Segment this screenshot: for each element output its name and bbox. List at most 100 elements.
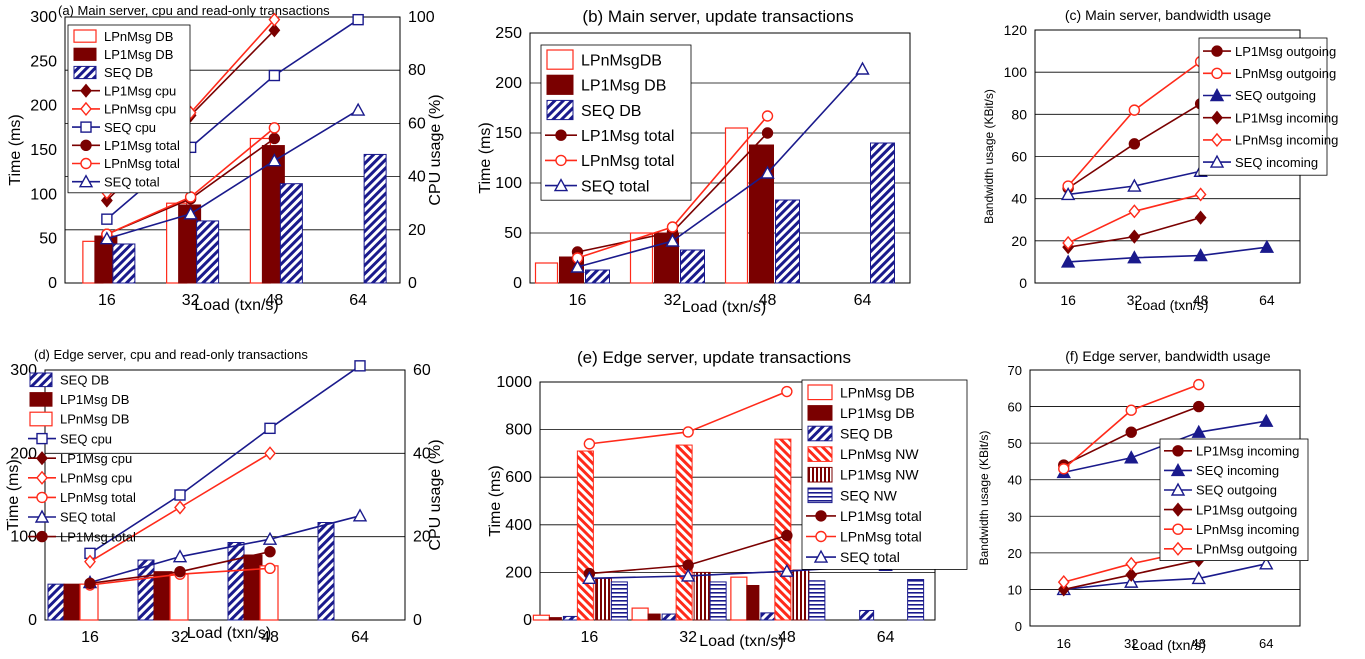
bar	[363, 153, 387, 284]
chart-panel-5: (e) Edge server, update transactions 0 200…	[487, 348, 968, 650]
x-tick-label: 32	[182, 292, 200, 309]
legend-swatch	[73, 29, 97, 43]
legend-label: LPnMsg total	[840, 529, 922, 545]
legend-marker	[1211, 110, 1223, 125]
data-point	[570, 259, 585, 273]
legend-swatch	[546, 49, 574, 70]
legend-marker	[36, 432, 48, 445]
legend-label: LPnMsg outgoing	[1235, 66, 1336, 81]
bar	[775, 199, 800, 284]
legend-swatch	[29, 372, 53, 388]
legend: LPnMsg DB LP1Msg DB SEQ DB LPnMsg NW LP1Msg …	[801, 379, 968, 570]
bar	[279, 183, 303, 284]
legend-label: LP1Msg DB	[60, 392, 129, 407]
legend-label: LP1Msg outgoing	[1235, 44, 1336, 59]
legend-label: SEQ DB	[581, 103, 641, 120]
bar	[680, 249, 705, 284]
legend-marker	[1209, 88, 1225, 102]
data-point	[99, 231, 115, 245]
data-point	[781, 385, 793, 398]
x-axis-label: Load (txn/s)	[699, 633, 783, 650]
bar	[749, 144, 774, 284]
legend-swatch	[807, 466, 833, 483]
legend-label: SEQ DB	[104, 65, 153, 80]
data-point	[680, 568, 696, 582]
legend-label: LP1Msg total	[581, 128, 674, 145]
x-tick-label: 16	[1057, 636, 1071, 651]
y-tick-label: 30	[1008, 509, 1022, 524]
legend-marker	[78, 174, 94, 188]
legend: LP1Msg outgoing LPnMsg outgoing SEQ outgoi…	[1198, 37, 1338, 176]
data-point	[174, 565, 186, 578]
legend-marker	[1170, 482, 1186, 496]
legend-label: LP1Msg total	[840, 508, 922, 524]
legend-label: LPnMsg total	[104, 156, 180, 171]
legend-marker	[80, 121, 92, 133]
bar	[169, 573, 189, 621]
legend-marker	[36, 470, 48, 485]
legend-swatch	[807, 384, 833, 401]
y-tick-label: 150	[30, 142, 57, 159]
y2-tick-label: 20	[413, 529, 431, 546]
legend-label: LP1Msg total	[104, 138, 180, 153]
y-tick-label: 0	[523, 612, 532, 629]
y-tick-label: 20	[1011, 233, 1027, 249]
bar	[532, 614, 550, 621]
y-tick-label: 40	[1008, 473, 1022, 488]
data-point	[174, 489, 186, 501]
data-point	[779, 563, 795, 577]
plot-frame	[529, 32, 911, 284]
y-tick-label: 20	[1008, 546, 1022, 561]
legend-label: SEQ DB	[60, 372, 109, 387]
data-point	[84, 554, 96, 569]
y2-tick-label: 0	[408, 275, 417, 292]
legend-marker	[1211, 132, 1223, 147]
x-tick-label: 48	[261, 629, 279, 646]
y2-axis-label: CPU usage (%)	[427, 94, 444, 205]
y2-tick-label: 100	[408, 9, 435, 26]
chart-panel-4: (d) Edge server, cpu and read-only trans…	[5, 347, 444, 646]
legend-label: LPnMsg DB	[840, 384, 915, 400]
y-tick-label: 200	[495, 75, 522, 92]
data-point	[1128, 229, 1141, 244]
data-point	[1128, 204, 1141, 219]
legend-swatch	[73, 65, 97, 80]
legend-swatch	[807, 405, 833, 421]
bar	[243, 554, 263, 621]
data-point	[1125, 556, 1138, 571]
y-tick-label: 250	[30, 53, 57, 70]
x-tick-label: 64	[351, 629, 369, 646]
data-point	[267, 153, 282, 167]
legend-label: SEQ total	[60, 510, 116, 525]
y-tick-label: 60	[1011, 149, 1027, 165]
y-axis-label: Time (ms)	[477, 122, 494, 193]
x-tick-label: 32	[171, 629, 189, 646]
legend-label: LPnMsg cpu	[104, 102, 176, 117]
y2-tick-label: 60	[413, 362, 431, 379]
bar	[259, 565, 279, 621]
data-point	[1194, 210, 1207, 225]
data-point	[183, 206, 198, 220]
y-tick-label: 80	[1011, 106, 1027, 122]
legend-marker	[1172, 502, 1184, 517]
legend-label: LPnMsg DB	[104, 29, 173, 44]
chart-title: (e) Edge server, update transactions	[577, 348, 851, 367]
x-tick-label: 16	[98, 292, 116, 309]
x-tick-label: 32	[1127, 292, 1143, 308]
data-point	[1062, 235, 1075, 251]
y-tick-label: 0	[513, 275, 522, 292]
data-point	[761, 110, 774, 122]
chart-title: (a) Main server, cpu and read-only trans…	[58, 3, 330, 18]
data-point	[268, 122, 281, 134]
data-point	[1057, 575, 1070, 590]
y-tick-label: 10	[1008, 582, 1022, 597]
data-point	[262, 531, 278, 545]
legend-label: LP1Msg outgoing	[1196, 502, 1297, 517]
legend-label: SEQ NW	[840, 487, 898, 503]
legend-label: LP1Msg DB	[840, 405, 915, 421]
data-point	[174, 500, 186, 515]
data-point	[264, 422, 276, 435]
y-tick-label: 150	[495, 125, 522, 142]
legend-marker	[1172, 445, 1184, 457]
